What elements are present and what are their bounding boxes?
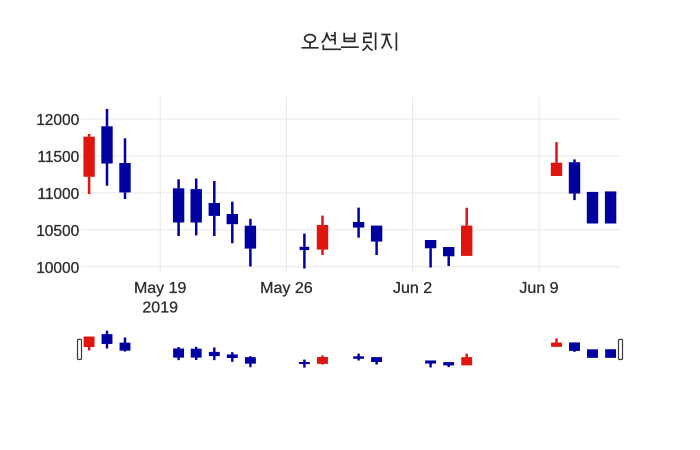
svg-text:Jun 9: Jun 9	[519, 280, 558, 297]
svg-text:Jun 2: Jun 2	[393, 280, 432, 297]
svg-text:10500: 10500	[36, 223, 79, 240]
svg-text:11500: 11500	[37, 149, 79, 166]
svg-text:11000: 11000	[37, 186, 79, 203]
svg-text:12000: 12000	[36, 112, 79, 129]
svg-text:May 26: May 26	[260, 280, 313, 297]
svg-text:May 19: May 19	[134, 280, 187, 297]
svg-text:2019: 2019	[142, 299, 178, 316]
svg-text:10000: 10000	[36, 260, 79, 277]
